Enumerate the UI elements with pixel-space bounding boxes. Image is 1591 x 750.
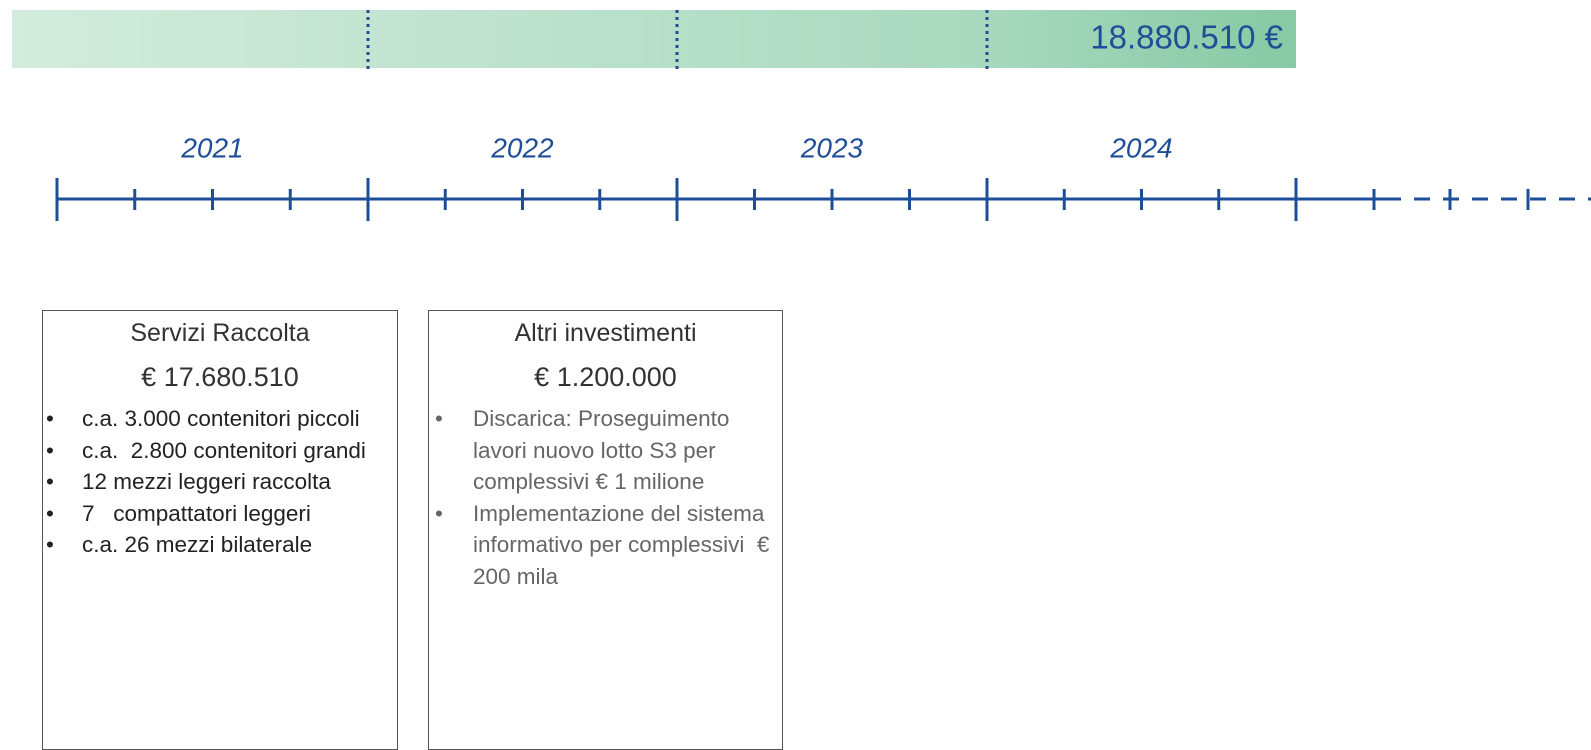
item-list: Discarica: Proseguimento lavori nuovo lo… <box>429 403 782 592</box>
box-title: Altri investimenti <box>514 319 697 347</box>
dividers <box>366 10 989 70</box>
year-label: 2022 <box>490 132 554 163</box>
box-amount: € 17.680.510 <box>141 362 299 392</box>
year-label: 2023 <box>800 132 864 163</box>
item-list: c.a. 3.000 contenitori piccolic.a. 2.800… <box>43 403 397 561</box>
year-label: 2021 <box>180 132 243 163</box>
item: 7 compattatori leggeri <box>43 498 397 530</box>
total: 18.880.510 € <box>1090 19 1283 56</box>
budget-bar <box>12 10 1296 68</box>
item: Implementazione del sistema informativo … <box>429 498 782 593</box>
item: Discarica: Proseguimento lavori nuovo lo… <box>429 403 782 498</box>
timeline-graphic: 18.880.510 € 2021 2022 2023 2024 <box>12 10 1591 221</box>
box: Servizi Raccolta € 17.680.510 c.a. 3.000 c… <box>42 310 398 750</box>
item: 12 mezzi leggeri raccolta <box>43 466 397 498</box>
box-title: Servizi Raccolta <box>130 319 310 347</box>
item: c.a. 2.800 contenitori grandi <box>43 435 397 467</box>
box-amount: € 1.200.000 <box>534 362 677 392</box>
box: Altri investimenti € 1.200.000 Discarica: … <box>428 310 783 750</box>
axis <box>55 178 1591 221</box>
item: c.a. 3.000 contenitori piccoli <box>43 403 397 435</box>
year-label: 2024 <box>1109 132 1172 163</box>
item: c.a. 26 mezzi bilaterale <box>43 529 397 561</box>
